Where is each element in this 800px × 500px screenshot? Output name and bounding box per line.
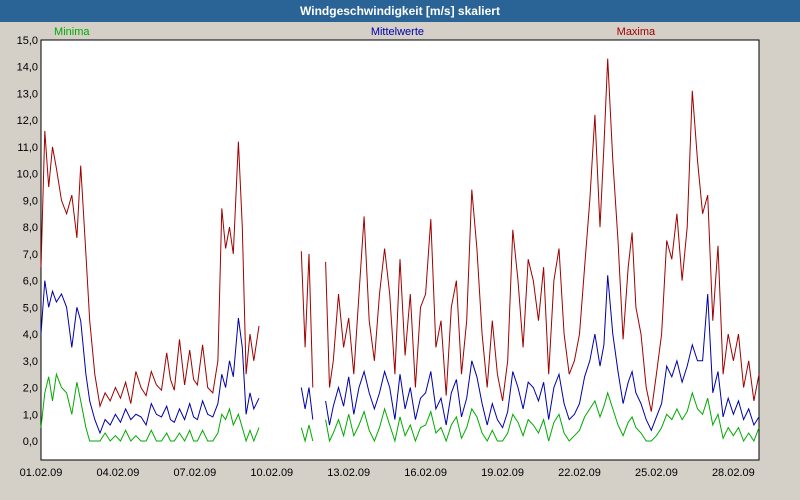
y-tick-label: 7,0 [23, 249, 38, 261]
window-title: Windgeschwindigkeit [m/s] skaliert [0, 0, 800, 22]
legend-minima: Minima [54, 26, 90, 38]
legend: Minima Mittelwerte Maxima [54, 26, 656, 38]
y-tick-label: 10,0 [17, 169, 38, 181]
x-tick-label: 07.02.09 [173, 467, 216, 479]
series-line-mittelwerte [300, 387, 314, 420]
series-lines [40, 58, 760, 443]
x-tick-label: 16.02.09 [404, 467, 447, 479]
y-tick-label: 13,0 [17, 88, 38, 100]
series-line-mittelwerte [325, 275, 760, 432]
x-tick-label: 13.02.09 [327, 467, 370, 479]
x-tick-label: 10.02.09 [250, 467, 293, 479]
series-line-minima [300, 424, 314, 443]
y-tick-label: 0,0 [23, 436, 38, 448]
legend-maxima: Maxima [617, 26, 656, 38]
y-tick-label: 3,0 [23, 356, 38, 368]
legend-mittelwerte: Mittelwerte [371, 26, 424, 38]
x-tick-label: 04.02.09 [97, 467, 140, 479]
x-tick-label: 01.02.09 [20, 467, 63, 479]
plot-area [40, 39, 760, 461]
series-line-mittelwerte [40, 280, 260, 435]
series-line-maxima [325, 58, 760, 412]
y-tick-label: 14,0 [17, 62, 38, 74]
x-tick-label: 19.02.09 [481, 467, 524, 479]
x-tick-label: 22.02.09 [558, 467, 601, 479]
x-axis-ticks: 01.02.09 04.02.09 07.02.09 10.02.09 13.02.09… [20, 467, 755, 479]
y-tick-label: 6,0 [23, 276, 38, 288]
wind-speed-chart: 0,0 1,0 2,0 3,0 4,0 5,0 6,0 7,0 8,0 9,0 10,0 11,0 12… [17, 26, 760, 479]
y-tick-label: 8,0 [23, 222, 38, 234]
series-line-maxima [40, 130, 260, 409]
series-line-minima [325, 391, 760, 443]
y-tick-label: 1,0 [23, 409, 38, 421]
y-tick-label: 4,0 [23, 329, 38, 341]
series-line-maxima [300, 251, 314, 388]
x-tick-label: 25.02.09 [635, 467, 678, 479]
y-tick-label: 5,0 [23, 302, 38, 314]
y-axis-ticks: 0,0 1,0 2,0 3,0 4,0 5,0 6,0 7,0 8,0 9,0 10,0 11,0 12… [17, 35, 38, 448]
y-tick-label: 15,0 [17, 35, 38, 47]
y-tick-label: 12,0 [17, 115, 38, 127]
y-tick-label: 11,0 [17, 142, 38, 154]
y-tick-label: 2,0 [23, 383, 38, 395]
chart-frame: 0,0 1,0 2,0 3,0 4,0 5,0 6,0 7,0 8,0 9,0 10,0 11,0 12… [0, 22, 800, 500]
series-line-minima [40, 372, 260, 443]
y-tick-label: 9,0 [23, 195, 38, 207]
x-tick-label: 28.02.09 [712, 467, 755, 479]
